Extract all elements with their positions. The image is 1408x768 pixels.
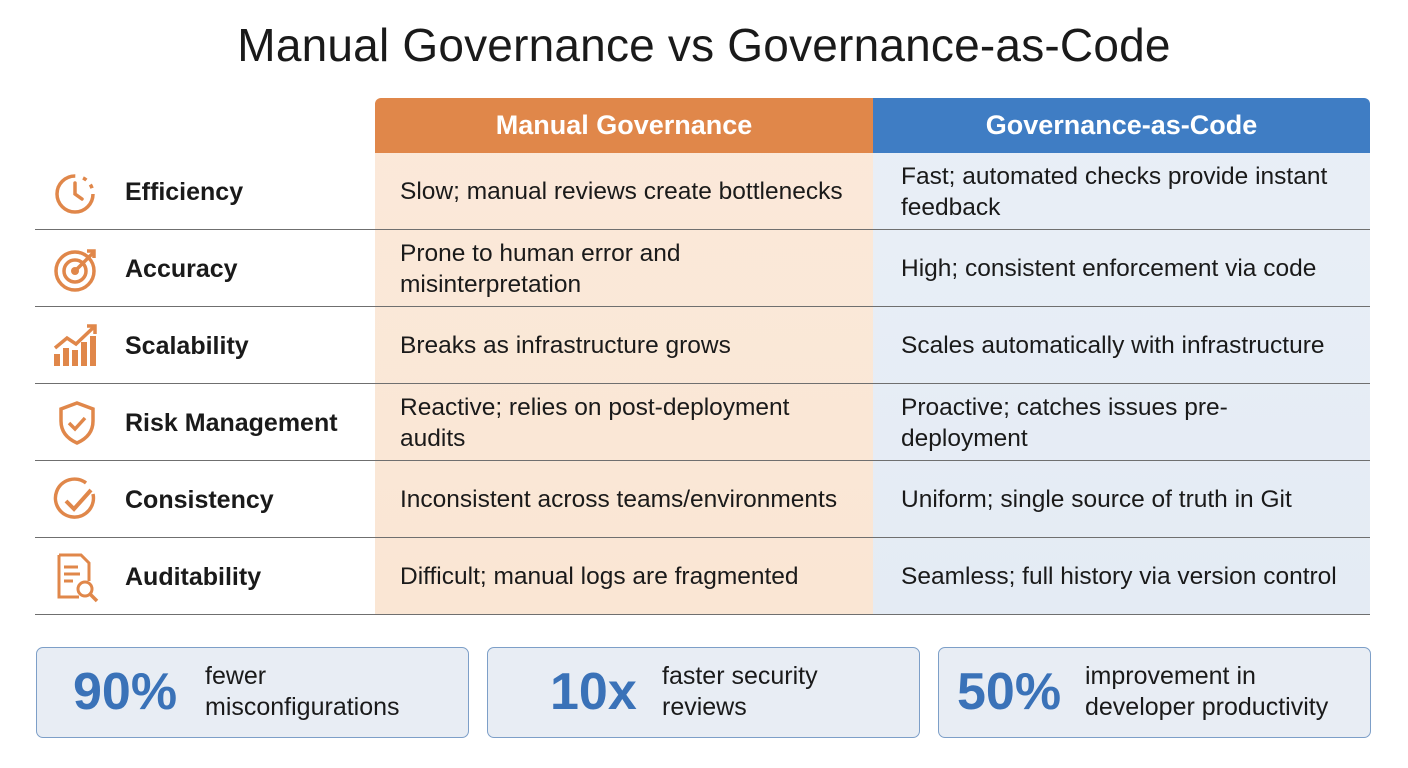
manual-cell: Inconsistent across teams/environments <box>400 486 838 513</box>
row-icon <box>54 249 96 292</box>
gac-cell: Seamless; full history via version contr… <box>901 563 1337 590</box>
table-row: Consistency Inconsistent across teams/env… <box>35 461 1370 538</box>
column-header: Governance-as-Code <box>873 98 1370 153</box>
gac-cell: High; consistent enforcement via code <box>901 255 1317 282</box>
row-icon <box>53 324 97 366</box>
stat-card: 50% improvement in developer productivity <box>938 647 1371 738</box>
row-label: Efficiency <box>125 177 244 206</box>
manual-cell: Reactive; relies on post-deployment audi… <box>400 393 790 452</box>
row-label: Scalability <box>125 331 249 360</box>
gac-column-bg <box>873 98 1370 615</box>
column-header: Manual Governance <box>375 98 873 153</box>
table-row: Accuracy Prone to human error and misinte… <box>35 230 1370 307</box>
stat-text: faster security reviews <box>662 662 818 721</box>
gac-cell: Scales automatically with infrastructure <box>901 332 1325 359</box>
row-icon <box>59 401 95 445</box>
manual-cell: Slow; manual reviews create bottlenecks <box>400 178 843 205</box>
row-icon <box>55 174 95 214</box>
table-row: Risk Management Reactive; relies on post-… <box>35 384 1370 461</box>
gac-cell: Proactive; catches issues pre-deployment <box>901 393 1228 452</box>
row-label: Auditability <box>125 562 262 591</box>
stat-value: 50% <box>957 663 1062 721</box>
stat-value: 10x <box>550 663 637 721</box>
row-label: Consistency <box>125 485 274 514</box>
manual-cell: Breaks as infrastructure grows <box>400 332 731 359</box>
table-row: Auditability Difficult; manual logs are f… <box>35 538 1370 615</box>
gac-cell: Fast; automated checks provide instant f… <box>901 162 1328 221</box>
stat-card: 10x faster security reviews <box>487 647 920 738</box>
manual-cell: Difficult; manual logs are fragmented <box>400 563 799 590</box>
stat-text: improvement in developer productivity <box>1085 662 1329 721</box>
row-icon <box>53 477 96 519</box>
table-row: Scalability Breaks as infrastructure grow… <box>35 307 1370 384</box>
manual-column-bg <box>375 98 873 615</box>
row-label: Risk Management <box>125 408 338 437</box>
stat-text: fewer misconfigurations <box>205 662 400 721</box>
row-icon <box>57 553 99 603</box>
manual-cell: Prone to human error and misinterpretati… <box>400 239 681 298</box>
stat-value: 90% <box>73 663 178 721</box>
gac-cell: Uniform; single source of truth in Git <box>901 486 1292 513</box>
title: Manual Governance vs Governance-as-Code <box>237 19 1171 71</box>
row-label: Accuracy <box>125 254 238 283</box>
stat-card: 90% fewer misconfigurations <box>36 647 469 738</box>
table-row: Efficiency Slow; manual reviews create bo… <box>35 153 1370 230</box>
